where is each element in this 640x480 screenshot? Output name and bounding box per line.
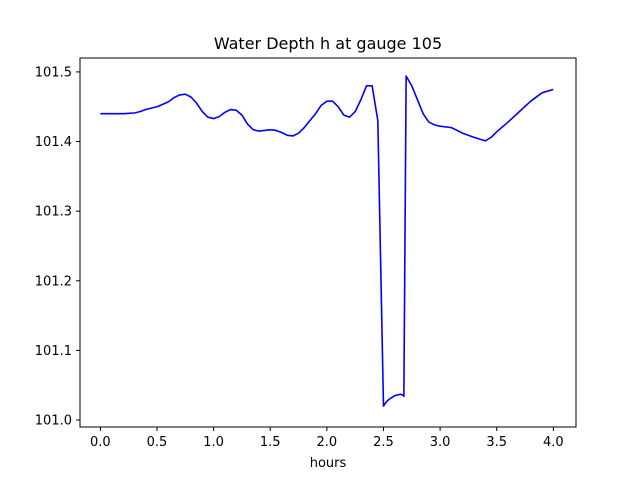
series-line — [100, 75, 554, 407]
y-axis: 101.0 101.1 101.2 101.3 101.4 101.5 — [35, 65, 80, 429]
y-tick-label: 101.5 — [35, 65, 72, 80]
x-tick-label: 0.0 — [90, 435, 111, 450]
y-tick-label: 101.1 — [35, 344, 72, 359]
y-tick-label: 101.4 — [35, 135, 72, 150]
x-axis-label: hours — [310, 456, 347, 471]
x-tick-label: 1.5 — [260, 435, 281, 450]
axes-frame — [79, 57, 577, 428]
y-tick-label: 101.0 — [35, 414, 72, 429]
x-tick-label: 2.0 — [317, 435, 338, 450]
chart-title: Water Depth h at gauge 105 — [214, 34, 442, 53]
x-axis: 0.0 0.5 1.0 1.5 2.0 2.5 3.0 3.5 4.0 — [90, 427, 564, 450]
plot-area — [79, 57, 577, 428]
x-tick-label: 2.5 — [373, 435, 394, 450]
x-tick-label: 3.0 — [430, 435, 451, 450]
y-tick-label: 101.2 — [35, 274, 72, 289]
x-tick-label: 0.5 — [147, 435, 168, 450]
x-tick-label: 4.0 — [543, 435, 564, 450]
y-tick-label: 101.3 — [35, 205, 72, 220]
x-tick-label: 3.5 — [486, 435, 507, 450]
x-tick-label: 1.0 — [203, 435, 224, 450]
